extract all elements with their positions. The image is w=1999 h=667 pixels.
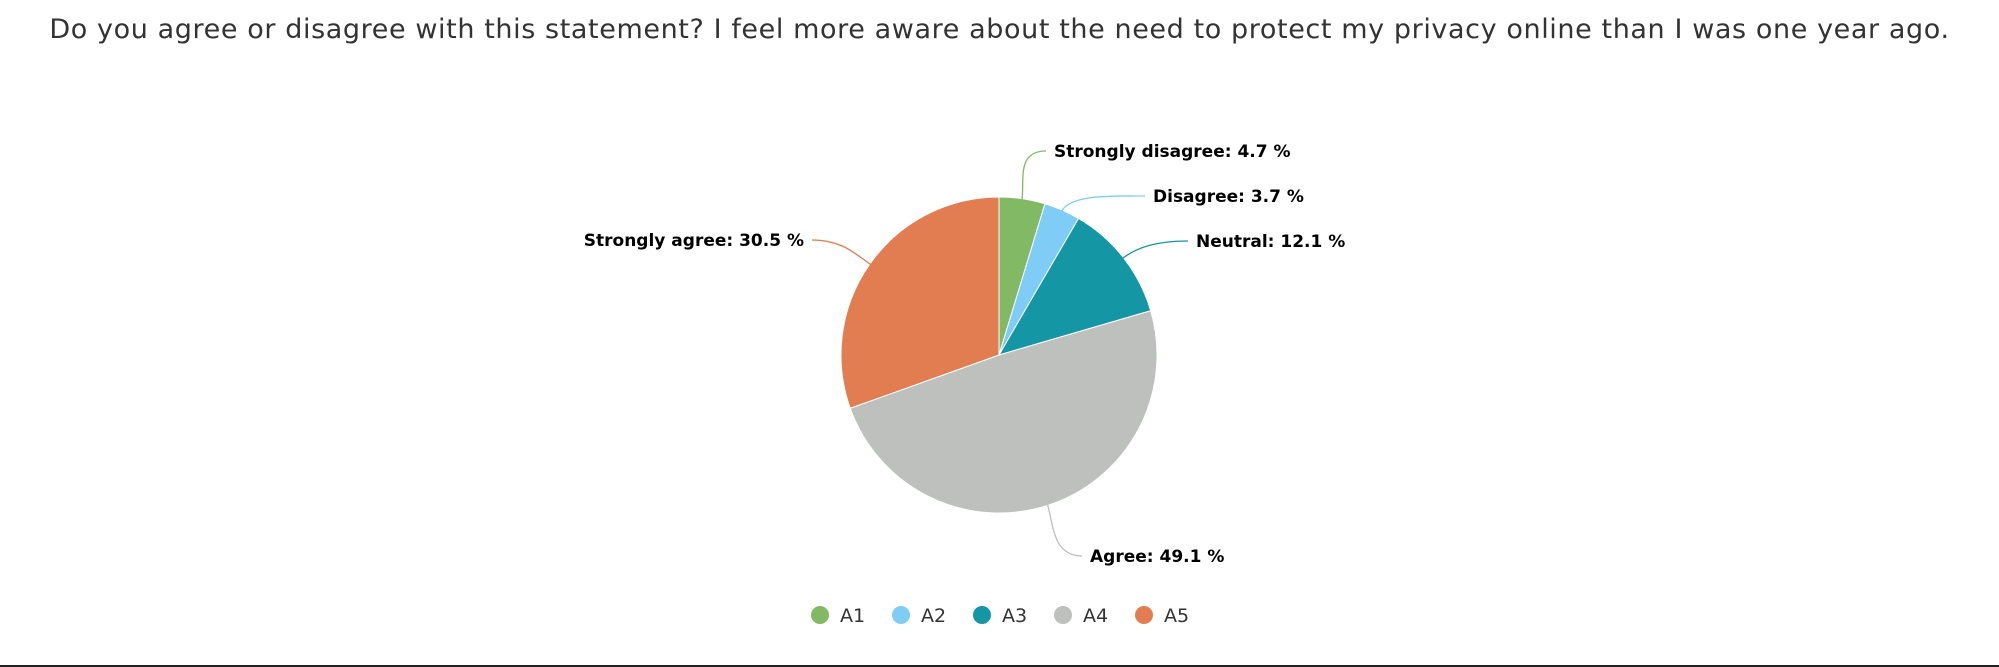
legend-item-a4[interactable]: A4 xyxy=(1054,605,1108,627)
pie-slices xyxy=(840,196,1158,514)
bottom-border xyxy=(0,665,1999,667)
connector-agree xyxy=(1046,503,1083,557)
legend-marker-a1 xyxy=(811,606,829,624)
data-label-agree: Agree: 49.1 % xyxy=(1090,547,1224,567)
legend-marker-a4 xyxy=(1054,606,1072,624)
legend-label-a1: A1 xyxy=(840,605,865,627)
legend-label-a4: A4 xyxy=(1083,605,1108,627)
legend-label-a5: A5 xyxy=(1164,605,1189,627)
data-label-disagree: Disagree: 3.7 % xyxy=(1153,187,1304,207)
data-label-strongly-agree: Strongly agree: 30.5 % xyxy=(584,231,804,251)
label-connectors xyxy=(811,150,1189,557)
legend-item-a1[interactable]: A1 xyxy=(811,605,865,627)
legend: A1 A2 A3 A4 A5 xyxy=(811,605,1189,627)
legend-marker-a2 xyxy=(892,606,910,624)
slice-labels: Strongly disagree: 4.7 % Disagree: 3.7 % N… xyxy=(584,142,1346,567)
legend-label-a2: A2 xyxy=(921,605,946,627)
data-label-neutral: Neutral: 12.1 % xyxy=(1196,232,1345,252)
legend-label-a3: A3 xyxy=(1002,605,1027,627)
legend-marker-a3 xyxy=(973,606,991,624)
connector-neutral xyxy=(1121,240,1189,260)
legend-item-a3[interactable]: A3 xyxy=(973,605,1027,627)
legend-item-a5[interactable]: A5 xyxy=(1135,605,1189,627)
data-label-strongly-disagree: Strongly disagree: 4.7 % xyxy=(1054,142,1291,162)
connector-strongly-disagree xyxy=(1021,150,1047,201)
connector-strongly-agree xyxy=(811,239,872,266)
legend-marker-a5 xyxy=(1135,606,1153,624)
chart-title: Do you agree or disagree with this state… xyxy=(49,14,1950,45)
legend-item-a2[interactable]: A2 xyxy=(892,605,946,627)
connector-disagree xyxy=(1060,195,1146,213)
